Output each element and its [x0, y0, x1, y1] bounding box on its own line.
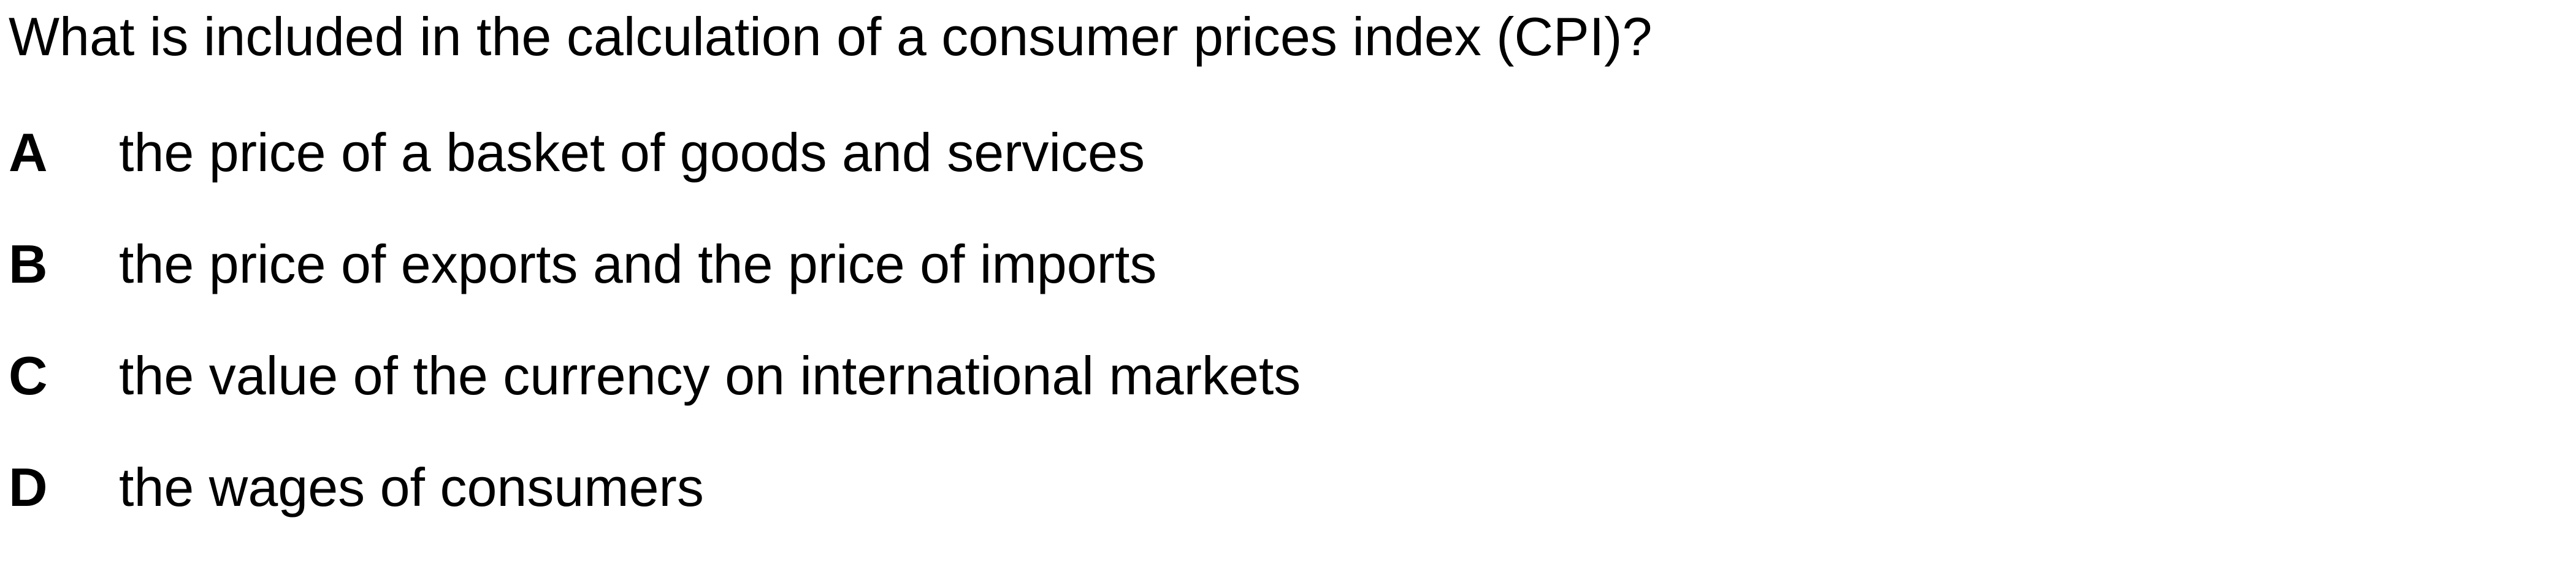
option-letter: B: [9, 234, 48, 294]
option-a: A the price of a basket of goods and ser…: [9, 120, 1301, 231]
option-d: D the wages of consumers: [9, 454, 1301, 566]
option-letter: C: [9, 345, 48, 406]
option-text: the price of a basket of goods and servi…: [119, 122, 1145, 183]
option-text: the price of exports and the price of im…: [119, 234, 1157, 294]
option-text: the value of the currency on internation…: [119, 345, 1301, 406]
option-text: the wages of consumers: [119, 457, 704, 518]
option-b: B the price of exports and the price of …: [9, 231, 1301, 343]
option-letter: D: [9, 457, 48, 518]
option-letter: A: [9, 122, 48, 183]
question-stem: What is included in the calculation of a…: [9, 6, 1653, 67]
option-c: C the value of the currency on internati…: [9, 343, 1301, 454]
answer-options: A the price of a basket of goods and ser…: [9, 120, 1301, 566]
